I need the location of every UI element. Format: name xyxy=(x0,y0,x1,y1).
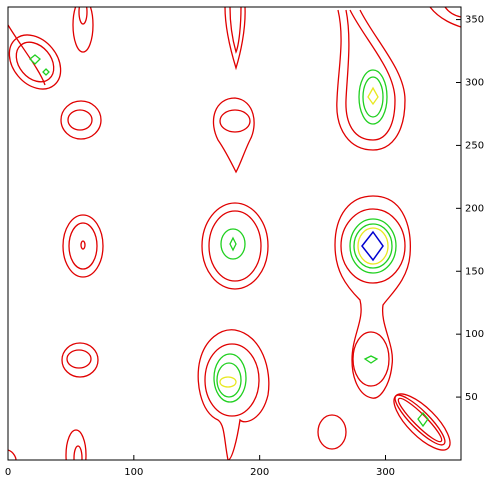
contour xyxy=(352,331,390,387)
contour xyxy=(73,445,83,460)
x-tick-label: 100 xyxy=(124,467,143,478)
y-tick-label: 200 xyxy=(465,203,484,214)
x-tick-label: 300 xyxy=(376,467,395,478)
contour xyxy=(357,227,389,265)
contour xyxy=(8,449,17,460)
contour xyxy=(62,214,104,278)
contour xyxy=(60,100,102,140)
contour xyxy=(212,97,255,174)
contour xyxy=(229,7,242,54)
contour xyxy=(208,210,262,282)
contour xyxy=(229,236,237,252)
x-tick-label: 200 xyxy=(250,467,269,478)
contour xyxy=(353,223,393,269)
contour xyxy=(68,222,98,270)
contour xyxy=(213,353,247,403)
contour xyxy=(362,76,384,118)
contour xyxy=(78,7,88,25)
contour xyxy=(336,9,406,151)
contour xyxy=(224,7,246,71)
contour xyxy=(219,109,251,133)
contour xyxy=(367,86,379,106)
contour xyxy=(340,208,406,284)
contour xyxy=(317,414,347,450)
contour xyxy=(417,411,429,428)
plot-frame xyxy=(7,6,462,461)
contour xyxy=(204,343,260,417)
contour xyxy=(358,69,388,125)
y-tick-label: 150 xyxy=(465,266,484,277)
contour xyxy=(65,429,87,460)
contour xyxy=(219,376,237,388)
contour xyxy=(8,34,62,90)
y-tick-label: 100 xyxy=(465,329,484,340)
contour xyxy=(349,218,397,274)
x-tick-label: 0 xyxy=(5,467,11,478)
contours xyxy=(8,7,461,460)
y-tick-label: 250 xyxy=(465,140,484,151)
contour xyxy=(29,54,41,65)
contour xyxy=(361,230,384,262)
contour xyxy=(72,7,94,53)
contour xyxy=(201,202,269,290)
contour xyxy=(67,109,93,131)
contour xyxy=(397,397,443,443)
contour xyxy=(334,195,411,399)
contour xyxy=(216,362,242,398)
contour xyxy=(429,7,461,28)
contour xyxy=(444,7,461,18)
contour xyxy=(197,329,270,460)
y-tick-label: 300 xyxy=(465,78,484,89)
contour xyxy=(363,355,379,364)
contour xyxy=(220,228,246,260)
contour xyxy=(61,342,99,378)
y-tick-label: 350 xyxy=(465,15,484,26)
contour xyxy=(80,240,86,250)
contour xyxy=(42,68,50,76)
contour xyxy=(8,24,46,86)
y-tick-label: 50 xyxy=(465,392,478,403)
contour xyxy=(15,41,55,83)
contour xyxy=(66,349,92,369)
contour xyxy=(393,393,451,451)
contour xyxy=(345,9,396,141)
